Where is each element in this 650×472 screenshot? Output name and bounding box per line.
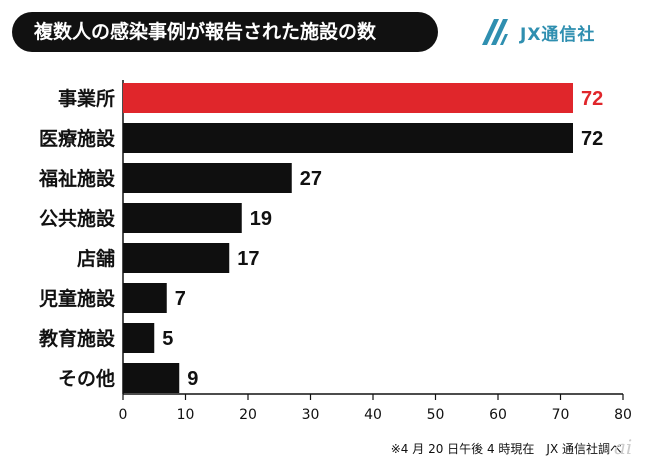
x-tick-label: 0 [119,407,128,423]
bar [123,283,167,313]
x-tick-label: 50 [427,407,445,423]
x-tick-label: 80 [614,407,632,423]
x-tick-label: 60 [489,407,507,423]
x-tick-label: 20 [239,407,257,423]
category-label: 店舗 [77,247,115,270]
category-label: 福祉施設 [38,167,116,190]
value-label: 5 [162,328,173,350]
x-tick-label: 30 [302,407,320,423]
bar [123,203,242,233]
value-label: 72 [581,88,603,110]
chart-title: 複数人の感染事例が報告された施設の数 [12,12,438,52]
bar [123,323,155,353]
brand-logo: JX通信社 [478,14,595,50]
category-label: その他 [58,367,115,390]
value-label: 19 [250,208,272,230]
x-tick-label: 40 [364,407,382,423]
category-label: 児童施設 [38,287,116,310]
category-label: 公共施設 [39,207,116,230]
svg-text:ai: ai [614,435,632,459]
value-label: 17 [237,248,259,270]
category-label: 教育施設 [39,327,116,350]
bar [123,363,180,393]
category-label: 事業所 [58,87,115,110]
ai-watermark-icon: ai [612,434,644,466]
category-label: 医療施設 [39,127,116,150]
bar [123,83,573,113]
value-label: 72 [581,128,603,150]
brand-name: JX通信社 [520,24,596,45]
value-label: 9 [187,368,198,390]
x-tick-label: 70 [552,407,570,423]
value-label: 27 [300,168,322,190]
bar [123,243,230,273]
bar [123,123,573,153]
bar [123,163,292,193]
jx-logo-icon [482,19,508,45]
value-label: 7 [175,288,186,310]
x-tick-label: 10 [177,407,195,423]
source-footnote: ※4 月 20 日午後 4 時現在 JX 通信社調べ [390,442,622,456]
